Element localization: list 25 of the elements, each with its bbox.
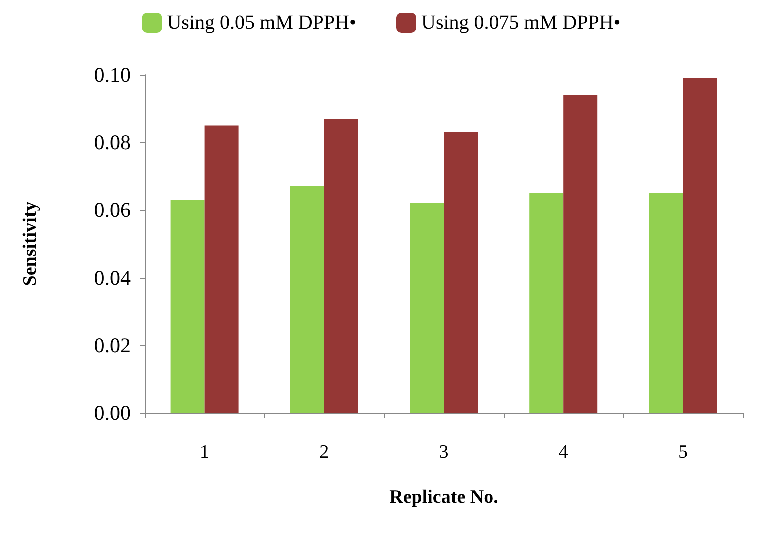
bar xyxy=(410,203,444,413)
bar xyxy=(324,118,358,413)
x-tick-label: 2 xyxy=(320,442,330,463)
bar xyxy=(444,132,478,413)
y-tick-label: 0.06 xyxy=(94,198,131,222)
y-tick-label: 0.10 xyxy=(94,63,131,87)
x-tick-label: 5 xyxy=(678,442,688,463)
y-tick-label: 0.04 xyxy=(94,266,132,290)
x-tick-label: 1 xyxy=(200,442,210,463)
y-axis-title: Sensitivity xyxy=(20,201,41,286)
bar xyxy=(170,200,205,413)
y-tick-label: 0.02 xyxy=(94,333,131,358)
bar xyxy=(683,78,718,413)
bar xyxy=(649,193,684,413)
y-tick-label: 0.00 xyxy=(94,401,131,425)
bar xyxy=(290,186,324,413)
y-tick-label: 0.08 xyxy=(94,130,131,155)
x-tick-label: 3 xyxy=(439,442,449,463)
legend-label: Using 0.05 mM DPPH• xyxy=(167,12,357,34)
bar xyxy=(530,193,564,413)
legend-label: Using 0.075 mM DPPH• xyxy=(422,12,621,34)
x-axis-title: Replicate No. xyxy=(390,487,498,508)
bar xyxy=(204,126,239,413)
bar xyxy=(564,95,598,413)
x-tick-label: 4 xyxy=(558,442,569,463)
